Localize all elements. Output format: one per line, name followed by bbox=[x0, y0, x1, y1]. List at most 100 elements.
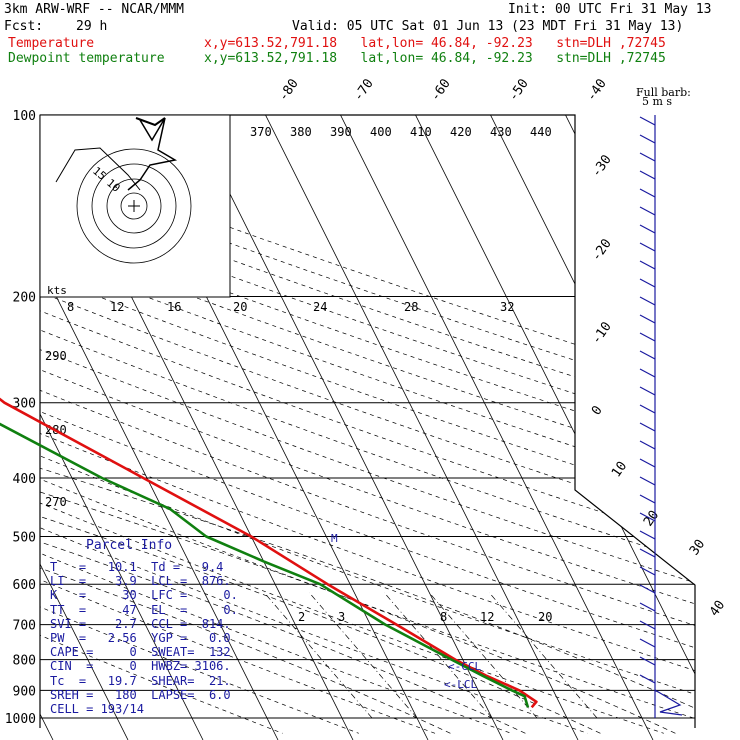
wind-barb bbox=[639, 350, 656, 360]
theta-e-label: 370 bbox=[250, 125, 272, 139]
isotherm-label: -70 bbox=[351, 76, 377, 104]
isobar-label: 300 bbox=[13, 397, 36, 412]
dry-adiabat bbox=[40, 115, 695, 734]
dry-adiabat bbox=[40, 115, 695, 734]
isotherm-line bbox=[190, 115, 504, 740]
hodograph-speed-label: 12 bbox=[110, 300, 124, 314]
mixing-ratio-line bbox=[384, 592, 493, 719]
hodograph-ring bbox=[120, 192, 148, 220]
parcel-info-panel: Parcel Info T = 10.1 Td = 9.4 LI = 3.9 LC… bbox=[44, 538, 238, 728]
isotherm-label: 40 bbox=[707, 598, 728, 619]
moist-adiabat bbox=[40, 296, 526, 734]
wind-barb bbox=[639, 656, 656, 666]
parcel-row: PW = 2.56 YGP = 0.0 bbox=[50, 631, 231, 645]
forecast-hour: 29 h bbox=[76, 19, 108, 34]
hodograph-speed-label: 24 bbox=[313, 300, 327, 314]
parcel-row: T = 10.1 Td = 9.4 bbox=[50, 560, 224, 574]
ccl-label: <-CCL bbox=[448, 660, 482, 673]
temperature-line bbox=[0, 397, 538, 709]
isobar-label: 900 bbox=[13, 684, 36, 699]
hodograph-ring bbox=[106, 178, 162, 234]
hodograph-ring bbox=[91, 163, 177, 249]
parcel-row: SVI = 2.7 CCL = 814. bbox=[50, 616, 231, 631]
model-title: 3km ARW-WRF -- NCAR/MMM bbox=[4, 2, 185, 17]
moist-adiabat bbox=[40, 296, 695, 734]
wind-barb bbox=[639, 638, 656, 648]
mixing-ratio-line bbox=[429, 592, 538, 719]
hodograph-trace bbox=[55, 147, 141, 191]
parcel-row: LI = 3.9 LCL = 876. bbox=[50, 574, 231, 589]
hodograph-speed-label: 28 bbox=[404, 300, 418, 314]
wind-barb bbox=[639, 494, 656, 504]
dry-adiabat bbox=[40, 115, 695, 734]
wind-barb bbox=[639, 386, 656, 396]
theta-e-label: 440 bbox=[530, 125, 552, 139]
isotherm-line bbox=[40, 115, 129, 740]
hodograph-unit: kts bbox=[47, 284, 67, 297]
wind-barb bbox=[639, 332, 656, 342]
temperature-location: x,y=613.52,791.18 lat,lon= 46.84, -92.23… bbox=[204, 36, 666, 51]
theta-e-label: 410 bbox=[410, 125, 432, 139]
isotherm-label: -60 bbox=[428, 76, 454, 104]
isobar-labels: 100 200 300 400 500 600 700 800 900 1000 bbox=[5, 109, 36, 727]
moist-adiabat bbox=[40, 296, 601, 734]
isobar-label: 1000 bbox=[5, 712, 36, 727]
isotherm-line bbox=[340, 115, 654, 740]
mixing-ratio-line bbox=[264, 592, 373, 719]
wind-barb bbox=[639, 296, 656, 306]
wind-barb bbox=[639, 188, 656, 198]
wind-barb bbox=[639, 620, 656, 630]
mixing-ratio-labels: 2 3 8 12 20 bbox=[298, 610, 552, 624]
wind-barb bbox=[639, 422, 656, 432]
valid-time: Valid: 05 UTC Sat 01 Jun 13 (23 MDT Fri … bbox=[292, 19, 684, 34]
wind-barb-unit: 5 m s bbox=[642, 95, 673, 108]
isotherm-label: -30 bbox=[589, 152, 615, 180]
hodograph-speed-label: 20 bbox=[233, 300, 247, 314]
parcel-row: CAPE = 0 SWEAT= 132 bbox=[50, 645, 231, 660]
isotherm-label: -10 bbox=[589, 319, 615, 347]
dry-adiabat bbox=[40, 115, 695, 734]
wind-barb bbox=[639, 530, 656, 540]
wind-barb bbox=[639, 206, 656, 216]
theta-label: 290 bbox=[45, 349, 67, 363]
hodograph-speed-label: 16 bbox=[167, 300, 181, 314]
theta-e-label: 400 bbox=[370, 125, 392, 139]
wind-barb bbox=[639, 566, 656, 576]
temperature-legend: Temperature bbox=[8, 36, 95, 51]
wind-barb bbox=[639, 152, 656, 162]
isobar-label: 200 bbox=[13, 291, 36, 306]
hodograph-trace bbox=[135, 117, 166, 127]
theta-label: 270 bbox=[45, 495, 67, 509]
wind-barb bbox=[639, 476, 656, 486]
isobar-label: 400 bbox=[13, 472, 36, 487]
hodo-speed-labels: 8 12 16 20 24 28 32 bbox=[67, 300, 514, 314]
mixing-ratio-label: 3 bbox=[338, 610, 345, 624]
isobar-label: 600 bbox=[13, 578, 36, 593]
isobar-label: 800 bbox=[13, 654, 36, 669]
wind-barb bbox=[639, 314, 656, 324]
wind-barb bbox=[639, 584, 656, 594]
wind-barb bbox=[639, 602, 656, 612]
theta-e-label: 380 bbox=[290, 125, 312, 139]
wind-barb bbox=[639, 512, 656, 522]
dewpoint-line bbox=[0, 422, 530, 708]
dewpoint-location: x,y=613.52,791.18 lat,lon= 46.84, -92.23… bbox=[204, 51, 666, 66]
isobar-label: 700 bbox=[13, 619, 36, 634]
wind-barb bbox=[639, 548, 656, 558]
hodograph-speed-label: 32 bbox=[500, 300, 514, 314]
dry-adiabat bbox=[40, 115, 695, 734]
parcel-row: TT = 47 EL = 0. bbox=[50, 602, 238, 617]
isotherm-line bbox=[490, 115, 695, 740]
isotherm-label: 10 bbox=[609, 459, 630, 480]
isotherm-label: -50 bbox=[506, 76, 532, 104]
isobar-label: 100 bbox=[13, 109, 36, 124]
theta-e-label: 420 bbox=[450, 125, 472, 139]
parcel-row: Tc = 19.7 SHEAR= 21. bbox=[50, 673, 231, 688]
parcel-row: SREH = 180 LAPSE= 6.0 bbox=[50, 687, 231, 702]
init-time: Init: 00 UTC Fri 31 May 13 bbox=[508, 2, 712, 17]
wind-barb bbox=[639, 242, 656, 252]
dry-adiabat bbox=[40, 115, 695, 734]
